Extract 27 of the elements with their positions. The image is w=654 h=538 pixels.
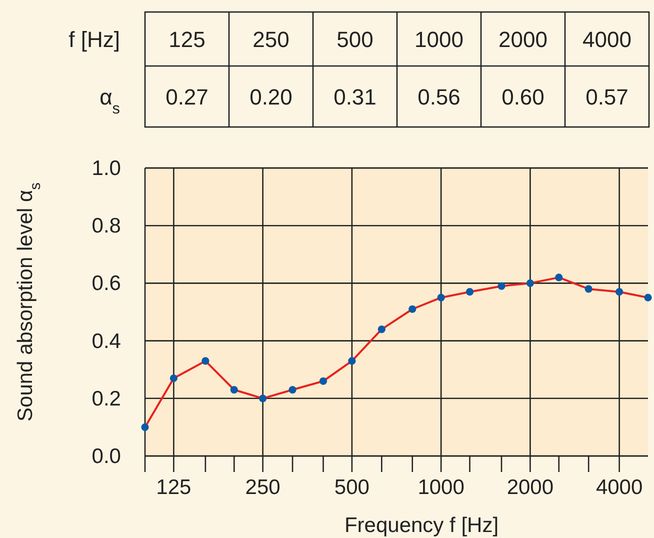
text: 0.56 <box>418 84 460 110</box>
text: 0.57 <box>586 84 628 110</box>
text: 0.60 <box>502 84 544 110</box>
text: 250 <box>252 27 290 52</box>
y-tick-label: 0.8 <box>92 214 121 238</box>
text: 0.27 <box>166 84 208 110</box>
text: 2000 <box>498 27 548 52</box>
y-tick-label: 0.4 <box>92 330 122 353</box>
x-tick-label: 1000 <box>418 476 464 499</box>
x-tick-label: 500 <box>334 476 370 499</box>
text: 4000 <box>582 27 632 52</box>
y-tick-label: 0.2 <box>92 387 121 410</box>
x-tick-label: 125 <box>156 476 192 499</box>
y-tick-label: 0.0 <box>92 445 121 468</box>
text: 1000 <box>414 27 464 52</box>
x-axis-title: Frequency f [Hz] <box>344 514 499 537</box>
x-tick-label: 2000 <box>506 476 554 499</box>
x-tick-label: 4000 <box>596 476 643 499</box>
y-tick-label: 1.0 <box>92 157 121 180</box>
text: 0.20 <box>250 84 292 110</box>
y-tick-label: 0.6 <box>92 272 121 296</box>
text: f [Hz] <box>68 27 120 52</box>
text: α$_{s}$ <box>100 84 120 117</box>
text: 0.31 <box>334 84 376 110</box>
text: 500 <box>336 27 374 52</box>
x-tick-label: 250 <box>245 476 280 499</box>
text: 125 <box>168 27 206 52</box>
